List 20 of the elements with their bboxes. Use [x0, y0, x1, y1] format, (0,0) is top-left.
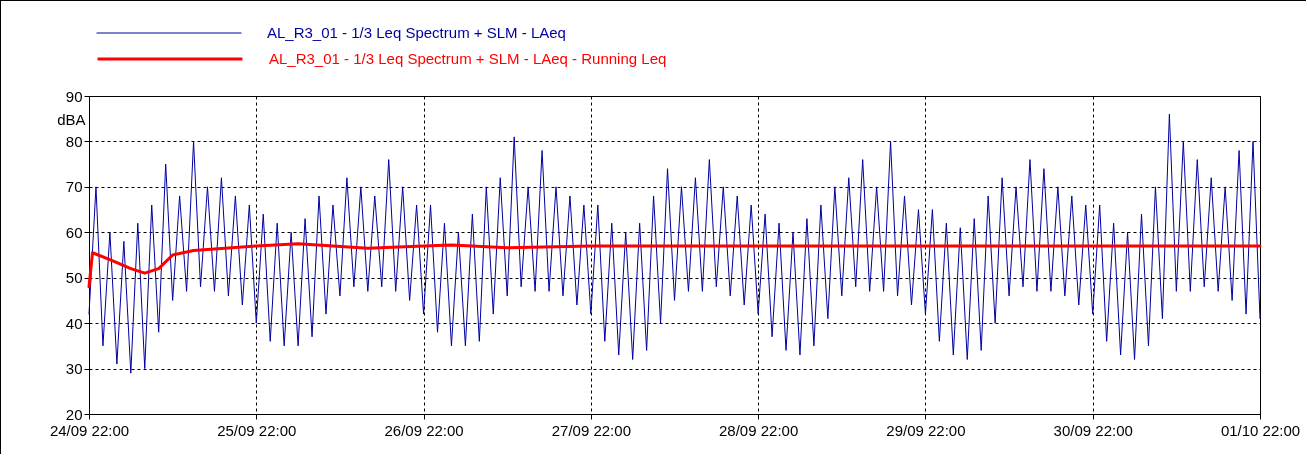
text: AL_R3_01 - 1/3 Leq Spectrum + SLM - LAeq - Running Leq — [269, 50, 667, 67]
text: AL_R3_01 - 1/3 Leq Spectrum + SLM - LAeq — [267, 24, 566, 41]
y-tick-label: 80 — [65, 132, 83, 150]
x-tick-label: 25/09 22:00 — [217, 421, 297, 439]
y-tick-label: 30 — [65, 360, 83, 378]
x-tick-label: 01/10 22:00 — [1220, 421, 1301, 439]
y-tick-label: 90 — [65, 87, 83, 105]
x-tick-label: 27/09 22:00 — [551, 421, 631, 439]
x-tick-label: 29/09 22:00 — [886, 421, 966, 439]
line-series — [88, 113, 1261, 374]
y-tick-label: 20 — [65, 405, 83, 423]
y-axis-title: dBA — [57, 110, 86, 128]
y-tick-label: 60 — [65, 223, 83, 241]
x-tick-label: 30/09 22:00 — [1053, 421, 1133, 439]
x-tick-label: 26/09 22:00 — [384, 421, 464, 439]
y-tick-label: 50 — [65, 269, 83, 287]
x-tick-label: 28/09 22:00 — [719, 421, 799, 439]
x-tick-label: 24/09 22:00 — [49, 421, 130, 439]
y-tick-label: 70 — [65, 178, 83, 196]
y-tick-label: 40 — [65, 314, 83, 332]
